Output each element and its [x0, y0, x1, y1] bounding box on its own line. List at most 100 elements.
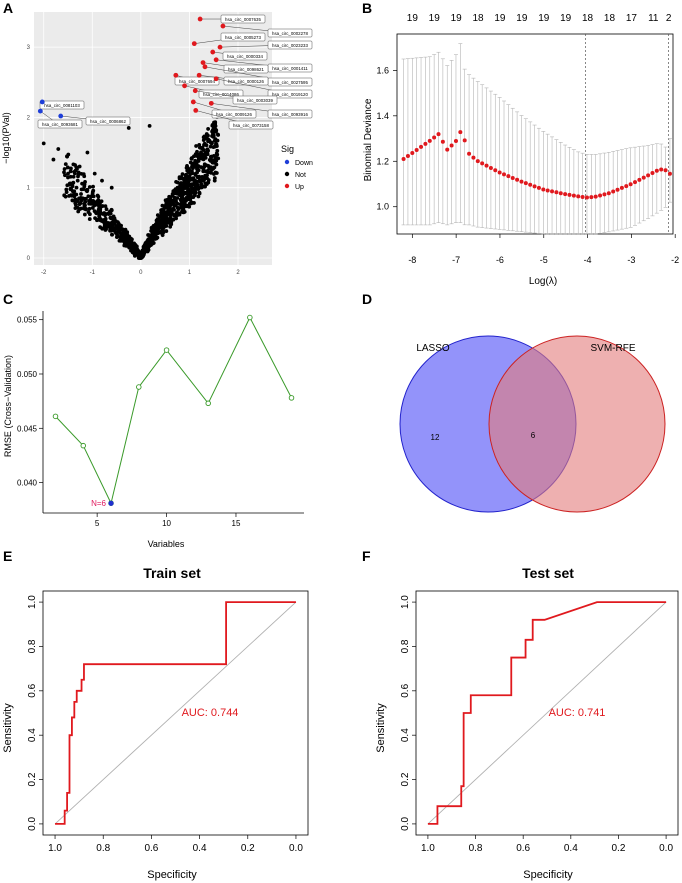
y-tick-label: 0.040 [17, 479, 38, 488]
y-tick-label: 0.0 [400, 817, 411, 831]
not-point [186, 195, 191, 200]
not-point [179, 196, 184, 200]
not-point [112, 216, 117, 221]
deviance-point [554, 190, 559, 195]
deviance-point [405, 153, 410, 158]
not-point [102, 211, 107, 215]
not-point [197, 191, 202, 196]
deviance-point [659, 167, 664, 172]
roc-curve [427, 601, 667, 825]
deviance-point [545, 188, 550, 193]
not-point [189, 156, 194, 161]
deviance-point [488, 165, 493, 170]
top-axis-label: 18 [582, 13, 594, 24]
panel-label-b: B [362, 0, 373, 16]
deviance-point [497, 170, 502, 175]
not-point [192, 154, 196, 159]
not-point [120, 227, 125, 232]
not-point [131, 242, 136, 247]
not-point [84, 196, 88, 201]
not-point [87, 199, 91, 203]
top-axis-label: 19 [516, 13, 528, 24]
not-point [73, 163, 77, 167]
not-point [168, 217, 173, 221]
point-label: hsa_circ_0081103 [44, 103, 80, 108]
not-point [68, 169, 73, 174]
not-point [180, 172, 185, 177]
deviance-point [611, 189, 616, 194]
not-point [210, 129, 214, 134]
deviance-point [584, 195, 589, 200]
deviance-point [510, 175, 515, 180]
down-point [37, 108, 43, 114]
not-point [164, 229, 169, 233]
not-point [212, 120, 216, 125]
not-point [168, 224, 173, 229]
top-axis-label: 18 [472, 13, 484, 24]
not-point [65, 154, 69, 159]
not-point [144, 245, 149, 250]
deviance-point [598, 193, 603, 198]
up-point [197, 16, 203, 22]
not-point [70, 198, 75, 203]
not-point [201, 178, 205, 183]
not-point [193, 172, 198, 176]
not-point [170, 208, 175, 212]
x-tick-label: 0.4 [193, 843, 207, 854]
not-point [82, 184, 87, 189]
not-point [122, 236, 127, 241]
deviance-point [650, 171, 655, 176]
up-point [213, 57, 219, 63]
not-point [72, 194, 77, 199]
y-tick-label: 0.4 [27, 728, 38, 742]
deviance-point [576, 194, 581, 199]
not-point [210, 123, 215, 128]
not-point [51, 157, 56, 162]
not-point [103, 216, 108, 221]
not-point [82, 212, 87, 217]
not-point [206, 133, 210, 138]
x-tick-label: 0.6 [144, 843, 158, 854]
not-point [119, 238, 123, 243]
y-tick-label: 2 [27, 115, 31, 121]
not-point [185, 168, 190, 173]
not-point [66, 171, 70, 176]
deviance-point [532, 184, 537, 189]
label-box [220, 14, 266, 24]
y-tick-label: 1.0 [27, 595, 38, 609]
deviance-point [453, 138, 458, 143]
y-axis-label: RMSE (Cross−Validation) [3, 355, 13, 457]
not-point [41, 141, 46, 146]
point-label: hsa_circ_0098621 [228, 67, 264, 72]
point-label: hsa_circ_0007694 [179, 79, 215, 84]
not-point [82, 202, 87, 206]
deviance-point [458, 130, 463, 135]
deviance-point [628, 182, 633, 187]
not-point [155, 217, 160, 221]
not-point [163, 198, 168, 203]
y-tick-label: 0.0 [27, 817, 38, 831]
legend-title: Sig [281, 144, 294, 154]
x-tick-label: -6 [496, 255, 504, 265]
not-point [193, 190, 198, 194]
deviance-point [606, 191, 611, 196]
not-point [65, 165, 70, 170]
not-point [178, 192, 182, 197]
deviance-point [563, 192, 568, 197]
deviance-point [633, 180, 638, 185]
not-point [109, 208, 114, 213]
y-axis-label: −log10(PVal) [1, 112, 11, 164]
not-point [108, 228, 113, 233]
not-point [206, 148, 210, 153]
panel-label-e: E [3, 548, 13, 564]
not-point [205, 173, 209, 177]
top-axis-label: 19 [407, 13, 419, 24]
x-tick-label: -2 [671, 255, 679, 265]
y-tick-label: 0.6 [27, 683, 38, 697]
not-point [76, 170, 81, 175]
deviance-point [432, 135, 437, 140]
not-point [191, 186, 196, 191]
plot-frame [396, 33, 674, 235]
not-point [133, 247, 138, 251]
x-tick-label: 0.6 [516, 843, 530, 854]
